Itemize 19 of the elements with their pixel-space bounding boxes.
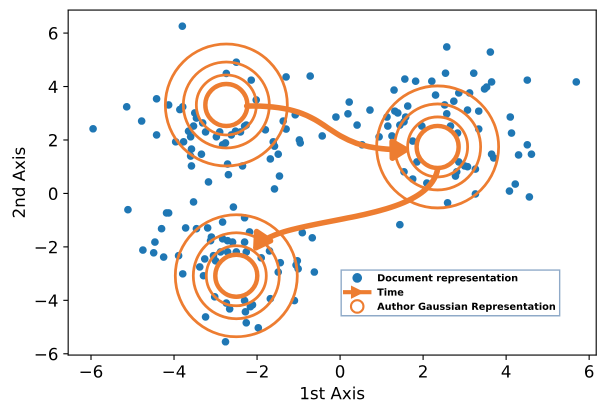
x-tick-label: −4 (164, 365, 186, 378)
x-tick-label: 6 (585, 365, 594, 378)
y-tick-label: −2 (36, 240, 57, 254)
annotation: Time (377, 288, 404, 296)
x-tick-label: −2 (246, 365, 268, 378)
annotation: Author Gaussian Representation (377, 302, 556, 312)
y-tick-label: 4 (48, 80, 58, 93)
y-tick-label: −4 (36, 294, 58, 307)
y-tick-label: −6 (36, 348, 58, 360)
x-tick-label: −6 (80, 365, 102, 378)
x-tick-label: 4 (502, 365, 510, 378)
x-tick-label: 0 (336, 365, 344, 378)
y-tick-label: 2 (49, 134, 57, 146)
y-tick-label: 0 (48, 187, 58, 200)
y-axis-title: 2nd Axis (12, 148, 26, 218)
y-tick-label: 6 (49, 27, 58, 40)
x-axis-title: 1st Axis (301, 386, 364, 400)
x-tick-label: 2 (419, 365, 427, 378)
legend-label: Document representation (378, 274, 518, 284)
